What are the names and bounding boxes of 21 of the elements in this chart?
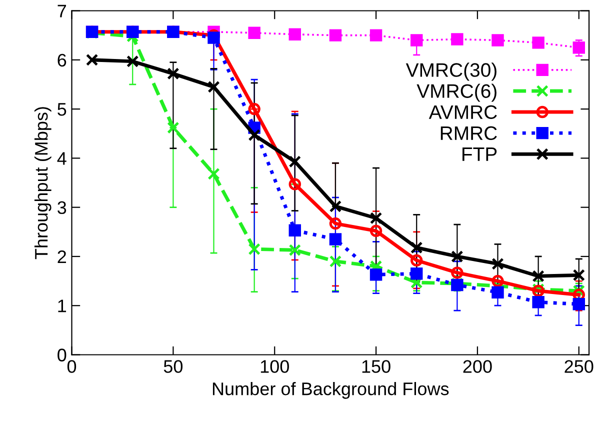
x-tick-label: 200 [463,360,492,373]
x-axis-title: Number of Background Flows [212,382,449,399]
y-tick-label: 1 [58,300,66,312]
legend-label: FTP [462,148,497,161]
x-tick-label: 250 [564,360,594,373]
y-tick-label: 3 [58,201,66,214]
y-tick-label: 2 [58,250,66,264]
y-axis-title: Throughput (Mbps) [34,107,52,260]
y-tick-label: 5 [58,103,66,116]
legend-label: AVMRC [428,105,497,120]
x-tick-label: 150 [362,360,390,373]
y-tick-label: 6 [58,54,66,67]
y-tick-label: 4 [57,152,66,165]
legend-label: RMRC [440,126,497,140]
y-tick-label: 7 [58,4,66,18]
y-tick-label: 0 [58,348,66,362]
x-tick-label: 50 [164,360,183,373]
x-tick-label: 100 [260,360,289,373]
legend-label: VMRC(6) [416,84,496,102]
x-tick-label: 0 [67,360,76,373]
legend-label: VMRC(30) [406,62,496,81]
